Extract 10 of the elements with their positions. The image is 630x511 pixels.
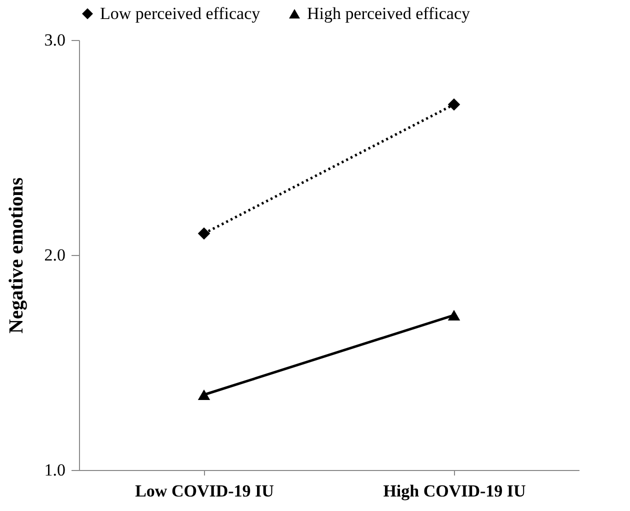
point <box>448 98 460 111</box>
legend-label: Low perceived efficacy <box>100 4 261 23</box>
y-tick-label: 3.0 <box>44 30 66 50</box>
legend-label: High perceived efficacy <box>307 4 470 23</box>
x-tick-label: High COVID-19 IU <box>383 482 526 500</box>
y-tick-label: 1.0 <box>44 460 66 480</box>
point <box>198 227 210 240</box>
y-tick-label: 2.0 <box>44 246 66 264</box>
x-tick-label: Low COVID-19 IU <box>135 482 274 500</box>
y-axis-title: Negative emotions <box>5 177 28 334</box>
